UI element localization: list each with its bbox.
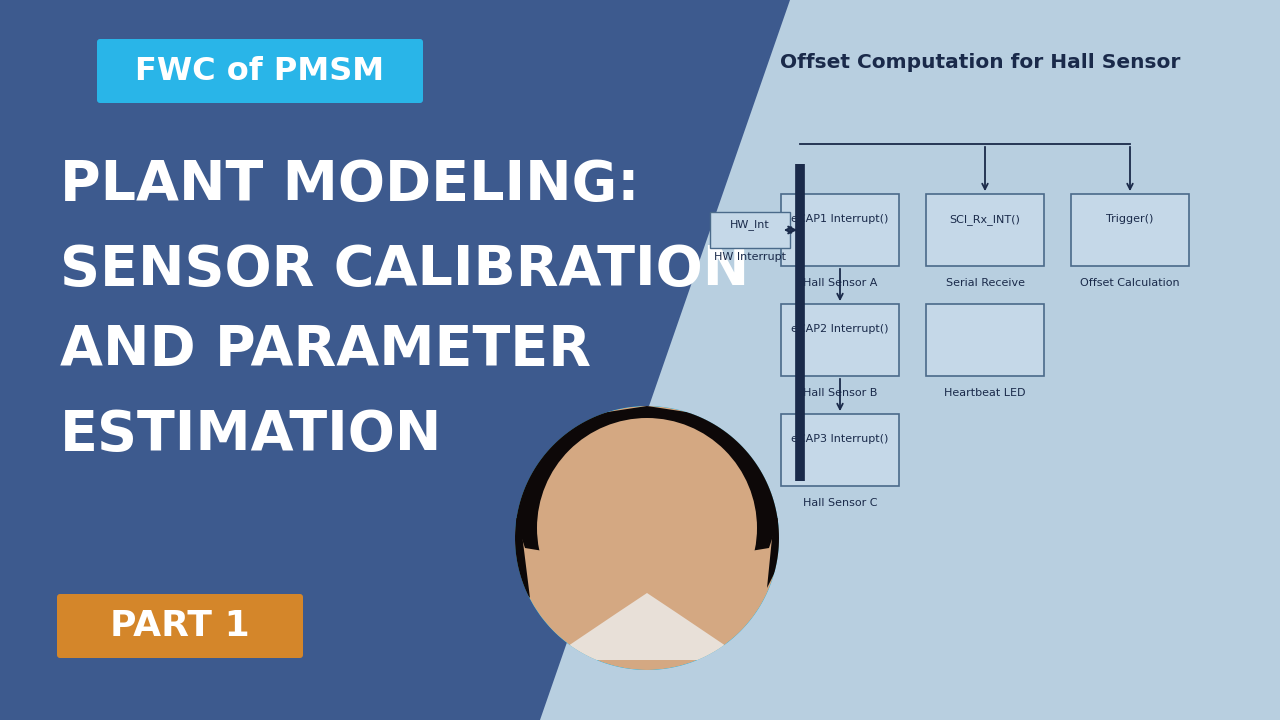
Text: PART 1: PART 1 bbox=[110, 609, 250, 643]
Text: eCAP3 Interrupt(): eCAP3 Interrupt() bbox=[791, 434, 888, 444]
FancyBboxPatch shape bbox=[1071, 194, 1189, 266]
Circle shape bbox=[515, 406, 780, 670]
Polygon shape bbox=[509, 518, 530, 598]
FancyBboxPatch shape bbox=[781, 194, 899, 266]
FancyBboxPatch shape bbox=[628, 625, 666, 665]
Polygon shape bbox=[767, 518, 782, 588]
FancyBboxPatch shape bbox=[58, 594, 303, 658]
Circle shape bbox=[499, 390, 795, 686]
Circle shape bbox=[538, 418, 756, 638]
Polygon shape bbox=[515, 406, 780, 563]
Text: FWC of PMSM: FWC of PMSM bbox=[136, 55, 384, 86]
Text: SCI_Rx_INT(): SCI_Rx_INT() bbox=[950, 214, 1020, 225]
Polygon shape bbox=[515, 593, 780, 675]
Text: ESTIMATION: ESTIMATION bbox=[60, 408, 443, 462]
FancyBboxPatch shape bbox=[925, 194, 1044, 266]
FancyBboxPatch shape bbox=[925, 304, 1044, 376]
Text: SENSOR CALIBRATION: SENSOR CALIBRATION bbox=[60, 243, 749, 297]
Text: HW Interrupt: HW Interrupt bbox=[714, 252, 786, 262]
Text: Offset Calculation: Offset Calculation bbox=[1080, 278, 1180, 288]
FancyBboxPatch shape bbox=[781, 304, 899, 376]
Text: eCAP1 Interrupt(): eCAP1 Interrupt() bbox=[791, 215, 888, 224]
Text: AND PARAMETER: AND PARAMETER bbox=[60, 323, 591, 377]
FancyBboxPatch shape bbox=[781, 414, 899, 486]
Text: Hall Sensor C: Hall Sensor C bbox=[803, 498, 877, 508]
FancyBboxPatch shape bbox=[710, 212, 790, 248]
Text: Heartbeat LED: Heartbeat LED bbox=[945, 388, 1025, 398]
Text: PLANT MODELING:: PLANT MODELING: bbox=[60, 158, 640, 212]
Text: Hall Sensor B: Hall Sensor B bbox=[803, 388, 877, 398]
Text: eCAP2 Interrupt(): eCAP2 Interrupt() bbox=[791, 324, 888, 334]
Text: Serial Receive: Serial Receive bbox=[946, 278, 1024, 288]
Text: Trigger(): Trigger() bbox=[1106, 215, 1153, 224]
Text: HW_Int: HW_Int bbox=[730, 220, 769, 230]
Text: Offset Computation for Hall Sensor: Offset Computation for Hall Sensor bbox=[780, 53, 1180, 71]
Text: Hall Sensor A: Hall Sensor A bbox=[803, 278, 877, 288]
Polygon shape bbox=[540, 0, 1280, 720]
FancyBboxPatch shape bbox=[97, 39, 422, 103]
